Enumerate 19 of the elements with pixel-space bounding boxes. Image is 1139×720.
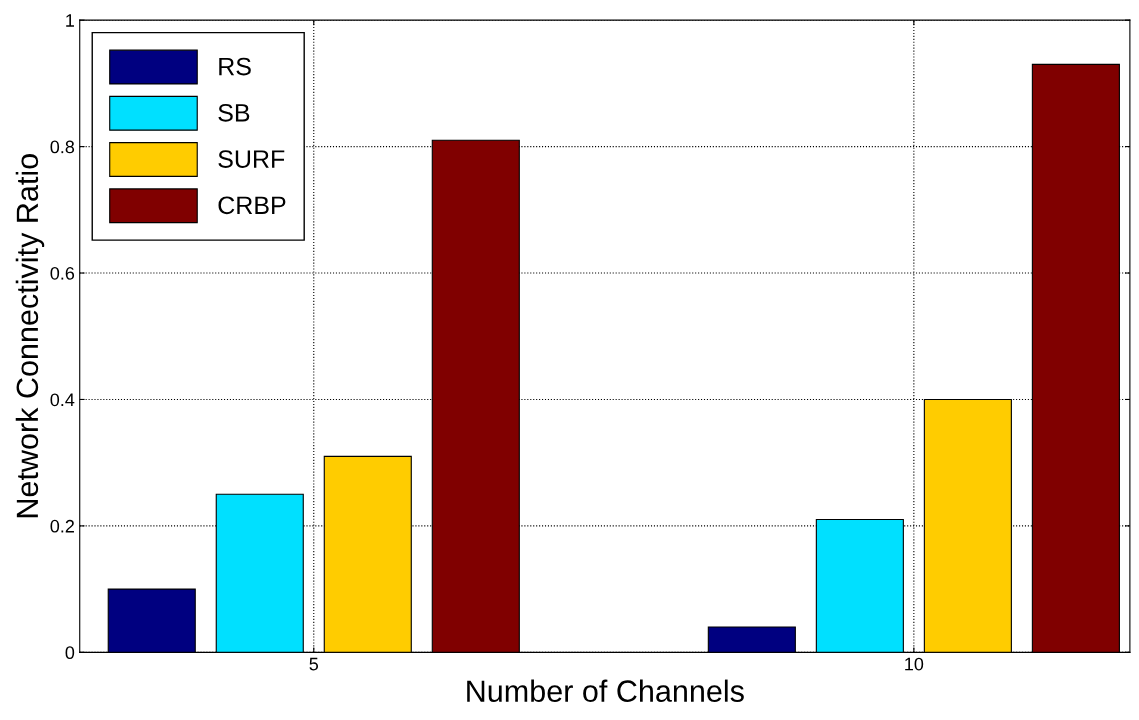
- legend-label: SURF: [218, 150, 285, 168]
- y-axis-title: Network Connectivity Ratio: [15, 154, 45, 518]
- y-tick-label: 0.2: [50, 519, 74, 533]
- bar: [431, 139, 520, 653]
- legend-label: SB: [218, 103, 250, 122]
- y-tick-label: 0.4: [50, 393, 75, 407]
- y-tick-label: 0.6: [50, 266, 75, 280]
- y-tick-label: 1: [66, 14, 74, 27]
- bar: [107, 588, 196, 653]
- legend-label: CRBP: [218, 196, 286, 215]
- y-tick-label: 0: [65, 646, 75, 660]
- bar: [323, 455, 412, 653]
- y-tick-label: 0.8: [50, 140, 75, 154]
- bar: [1031, 63, 1120, 653]
- legend-label: RS: [219, 57, 251, 76]
- x-tick-label: 5: [309, 657, 319, 671]
- x-tick-label: 10: [905, 657, 924, 671]
- bar: [707, 626, 796, 653]
- x-axis-title: Number of Channels: [467, 679, 744, 703]
